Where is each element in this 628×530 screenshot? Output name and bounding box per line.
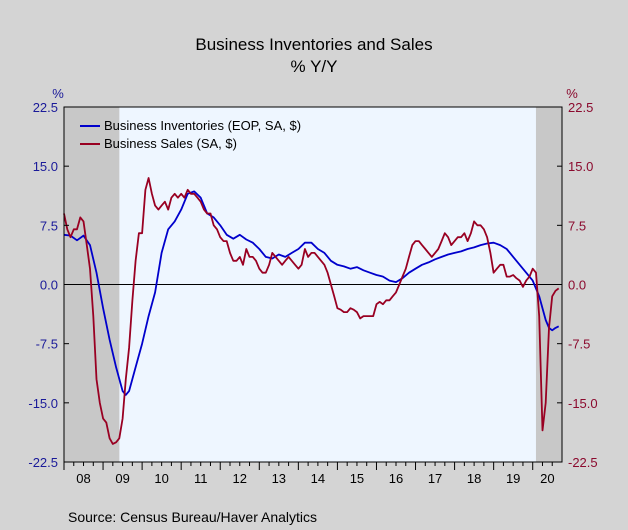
y-tick-label-left: 0.0 [40, 278, 58, 293]
x-tick-label: 12 [233, 471, 247, 486]
chart-title: Business Inventories and Sales [195, 35, 432, 54]
series-line-inventories [63, 190, 560, 396]
y-tick-label-left: 22.5 [33, 100, 58, 115]
x-tick-label: 09 [115, 471, 129, 486]
y-tick-label-right: 0.0 [568, 278, 586, 293]
y-tick-label-left: 7.5 [40, 218, 58, 233]
x-axis-ticks: 08 09 10 11 12 13 14 15 16 17 18 19 20 [63, 462, 555, 486]
left-axis-unit: % [52, 86, 64, 101]
x-tick-label: 10 [154, 471, 168, 486]
x-tick-label: 18 [467, 471, 481, 486]
y-tick-label-right: -7.5 [568, 337, 590, 352]
y-tick-label-right: 15.0 [568, 159, 593, 174]
y-tick-label-left: -22.5 [28, 455, 58, 470]
y-tick-label-right: -22.5 [568, 455, 598, 470]
chart-subtitle: % Y/Y [291, 57, 338, 76]
source-note: Source: Census Bureau/Haver Analytics [68, 509, 317, 525]
x-tick-label: 19 [506, 471, 520, 486]
x-tick-label: 15 [350, 471, 364, 486]
y-tick-label-right: -15.0 [568, 396, 598, 411]
x-tick-label: 16 [389, 471, 403, 486]
right-axis-unit: % [566, 86, 578, 101]
x-tick-label: 08 [76, 471, 90, 486]
y-tick-label-left: -15.0 [28, 396, 58, 411]
y-tick-label-left: 15.0 [33, 159, 58, 174]
series-line-sales [63, 177, 560, 445]
legend-label-sales: Business Sales (SA, $) [104, 136, 237, 151]
y-tick-label-left: -7.5 [36, 337, 58, 352]
x-tick-label: 20 [540, 471, 554, 486]
y-tick-label-right: 7.5 [568, 218, 586, 233]
y-tick-label-right: 22.5 [568, 100, 593, 115]
x-tick-label: 13 [272, 471, 286, 486]
y-axis-ticks: 22.5 22.5 15.0 15.0 7.5 7.5 0.0 0.0 -7.5 -7.5 -15.… [28, 100, 597, 470]
legend-label-inventories: Business Inventories (EOP, SA, $) [104, 118, 301, 133]
x-tick-label: 17 [428, 471, 442, 486]
series-layer [63, 177, 560, 445]
x-tick-label: 11 [194, 471, 208, 486]
x-tick-label: 14 [311, 471, 325, 486]
legend: Business Inventories (EOP, SA, $) Busines… [80, 118, 301, 151]
